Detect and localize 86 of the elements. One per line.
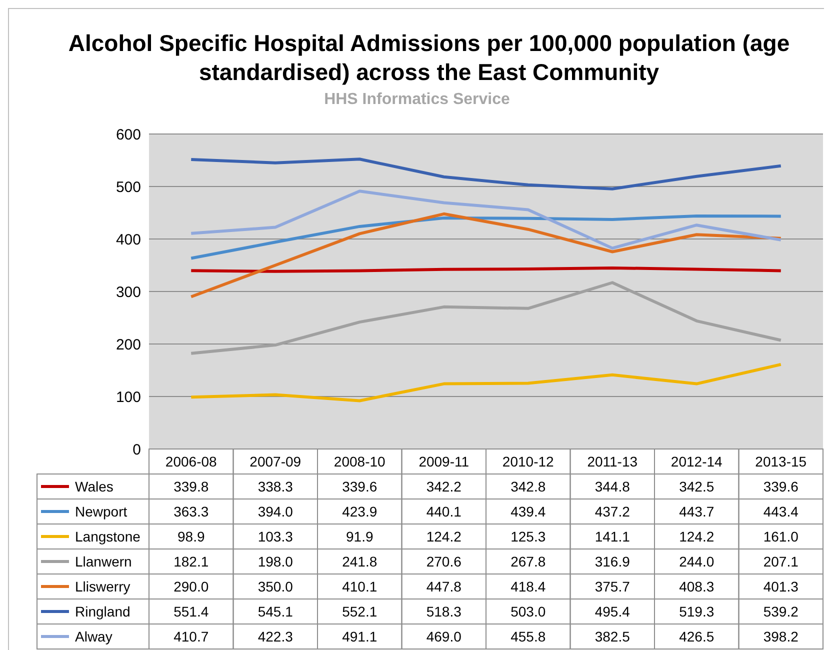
legend-label: Wales bbox=[75, 478, 114, 494]
x-tick-label: 2013-15 bbox=[755, 454, 807, 470]
data-label: 447.8 bbox=[426, 578, 462, 594]
data-label: 342.5 bbox=[679, 478, 714, 494]
data-label: 290.0 bbox=[174, 578, 209, 594]
x-tick-label: 2006-08 bbox=[165, 454, 218, 470]
data-label: 124.2 bbox=[426, 528, 462, 544]
data-label: 339.6 bbox=[763, 478, 799, 494]
data-label: 439.4 bbox=[510, 504, 546, 520]
data-label: 125.3 bbox=[510, 528, 546, 544]
data-label: 408.3 bbox=[679, 578, 714, 594]
x-tick-label: 2009-11 bbox=[418, 454, 470, 470]
line-series bbox=[190, 362, 782, 402]
data-label: 207.1 bbox=[763, 554, 799, 570]
y-tick-label: 0 bbox=[132, 441, 141, 458]
x-tick-label: 2008-10 bbox=[334, 454, 386, 470]
data-label: 270.6 bbox=[426, 554, 462, 570]
legend-label: Alway bbox=[75, 628, 112, 644]
y-tick-label: 600 bbox=[116, 126, 141, 144]
data-label: 375.7 bbox=[594, 578, 630, 594]
data-label: 244.0 bbox=[679, 554, 714, 570]
data-label: 339.8 bbox=[174, 478, 209, 494]
data-label: 398.2 bbox=[763, 628, 799, 644]
data-label: 98.9 bbox=[178, 528, 205, 544]
data-label: 182.1 bbox=[174, 554, 209, 570]
line-series bbox=[190, 281, 782, 355]
data-label: 545.1 bbox=[258, 604, 294, 620]
data-label: 552.1 bbox=[342, 604, 378, 620]
line-series bbox=[190, 190, 782, 250]
x-tick-label: 2012-14 bbox=[670, 454, 723, 470]
chart-subtitle: HHS Informatics Service bbox=[323, 91, 511, 109]
data-label: 141.1 bbox=[594, 528, 630, 544]
data-label: 338.3 bbox=[258, 478, 294, 494]
y-tick-label: 500 bbox=[116, 178, 141, 196]
y-tick-label: 400 bbox=[116, 231, 141, 248]
data-label: 410.7 bbox=[174, 628, 209, 644]
line-series bbox=[190, 212, 782, 298]
legend-label: Ringland bbox=[75, 604, 130, 620]
data-label: 495.4 bbox=[594, 604, 630, 620]
x-tick-label: 2007-09 bbox=[250, 454, 302, 470]
data-label: 410.1 bbox=[342, 578, 378, 594]
data-label: 267.8 bbox=[510, 554, 546, 570]
data-label: 440.1 bbox=[426, 504, 462, 520]
y-tick-label: 300 bbox=[116, 284, 141, 301]
data-label: 491.1 bbox=[342, 628, 378, 644]
data-label: 519.3 bbox=[679, 604, 714, 620]
data-label: 394.0 bbox=[258, 504, 294, 520]
legend-label: Llanwern bbox=[75, 554, 132, 570]
data-label: 103.3 bbox=[258, 528, 294, 544]
data-label: 423.9 bbox=[342, 504, 378, 520]
data-label: 382.5 bbox=[594, 628, 630, 644]
chart-title: Alcohol Specific Hospital Admissions per 100,000 population (age standardised) across the East Community bbox=[67, 29, 791, 87]
data-label: 443.7 bbox=[679, 504, 714, 520]
data-label: 539.2 bbox=[763, 604, 799, 620]
data-label: 91.9 bbox=[346, 528, 374, 544]
data-label: 469.0 bbox=[426, 628, 462, 644]
data-label: 339.6 bbox=[342, 478, 378, 494]
data-label: 316.9 bbox=[594, 554, 630, 570]
data-label: 124.2 bbox=[679, 528, 714, 544]
data-label: 161.0 bbox=[763, 528, 799, 544]
data-label: 198.0 bbox=[258, 554, 294, 570]
data-label: 401.3 bbox=[763, 578, 799, 594]
data-label: 455.8 bbox=[510, 628, 546, 644]
line-series bbox=[190, 158, 782, 190]
data-label: 518.3 bbox=[426, 604, 462, 620]
data-label: 437.2 bbox=[594, 504, 630, 520]
legend-label: Newport bbox=[75, 504, 128, 520]
y-tick-label: 100 bbox=[116, 388, 141, 406]
data-label: 342.8 bbox=[510, 478, 546, 494]
y-tick-label: 200 bbox=[116, 336, 141, 354]
data-label: 503.0 bbox=[510, 604, 546, 620]
data-label: 551.4 bbox=[174, 604, 209, 620]
data-label: 363.3 bbox=[174, 504, 209, 520]
legend-label: Lliswerry bbox=[75, 578, 130, 594]
legend-label: Langstone bbox=[75, 528, 141, 544]
data-label: 418.4 bbox=[510, 578, 546, 594]
data-label: 443.4 bbox=[763, 504, 799, 520]
data-label: 342.2 bbox=[426, 478, 462, 494]
x-tick-label: 2010-12 bbox=[502, 454, 554, 470]
data-label: 350.0 bbox=[258, 578, 294, 594]
data-label: 422.3 bbox=[258, 628, 294, 644]
data-label: 241.8 bbox=[342, 554, 378, 570]
data-label: 344.8 bbox=[594, 478, 630, 494]
line-series bbox=[190, 214, 782, 260]
data-label: 426.5 bbox=[679, 628, 714, 644]
x-tick-label: 2011-13 bbox=[587, 454, 638, 470]
